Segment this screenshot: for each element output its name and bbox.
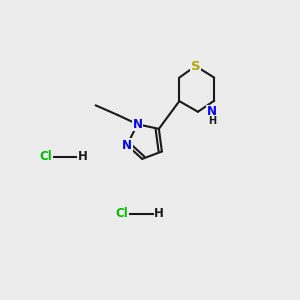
Text: N: N [133,118,142,131]
Text: H: H [208,116,216,126]
Text: H: H [78,150,88,163]
Text: N: N [207,105,217,118]
Text: Cl: Cl [116,207,128,220]
Text: Cl: Cl [39,150,52,163]
Text: H: H [154,207,164,220]
Text: N: N [122,139,132,152]
Text: S: S [191,59,200,73]
